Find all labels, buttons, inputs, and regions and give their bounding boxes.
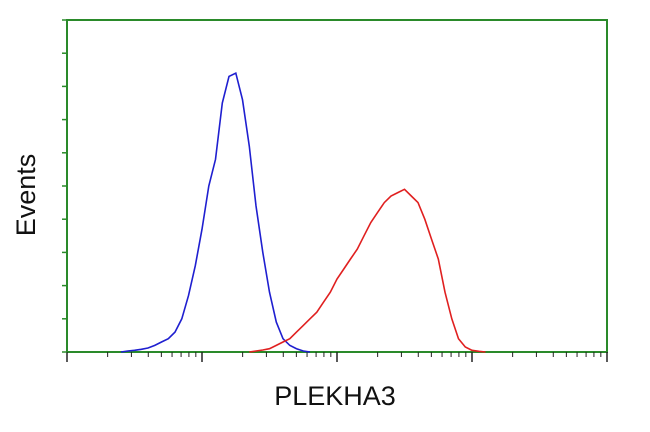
plot-frame	[66, 19, 608, 353]
histogram-line	[120, 71, 311, 353]
y-axis-label: Events	[11, 154, 41, 237]
x-axis-label: PLEKHA3	[274, 381, 396, 411]
histogram-line	[249, 188, 486, 353]
